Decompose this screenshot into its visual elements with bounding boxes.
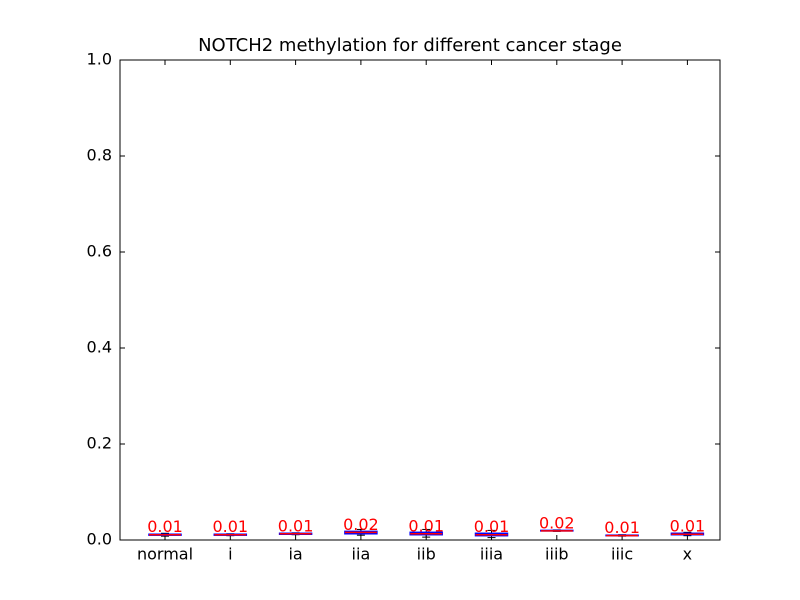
median-label: 0.01	[474, 517, 510, 536]
median-label: 0.01	[604, 518, 640, 537]
y-tick-label: 0.8	[87, 146, 112, 165]
x-tick-label: normal	[137, 545, 193, 564]
y-tick-label: 0.4	[87, 338, 112, 357]
median-label: 0.01	[147, 517, 183, 536]
y-tick-label: 0.6	[87, 242, 112, 261]
median-label: 0.01	[408, 516, 444, 535]
y-tick-label: 0.2	[87, 434, 112, 453]
x-tick-label: i	[228, 545, 232, 564]
x-tick-label: iiib	[545, 545, 569, 564]
x-tick-label: x	[683, 545, 692, 564]
y-tick-label: 1.0	[87, 50, 112, 69]
median-label: 0.01	[212, 517, 248, 536]
x-tick-label: ia	[288, 545, 302, 564]
x-tick-label: iiia	[480, 545, 503, 564]
y-tick-label: 0.0	[87, 530, 112, 549]
median-label: 0.01	[670, 517, 706, 536]
chart-title: NOTCH2 methylation for different cancer …	[198, 35, 622, 56]
x-tick-label: iib	[417, 545, 436, 564]
x-tick-label: iiic	[611, 545, 633, 564]
median-label: 0.01	[278, 516, 314, 535]
plot-frame	[119, 59, 721, 541]
x-tick-label: iia	[352, 545, 371, 564]
median-label: 0.02	[343, 515, 379, 534]
median-label: 0.02	[539, 513, 575, 532]
